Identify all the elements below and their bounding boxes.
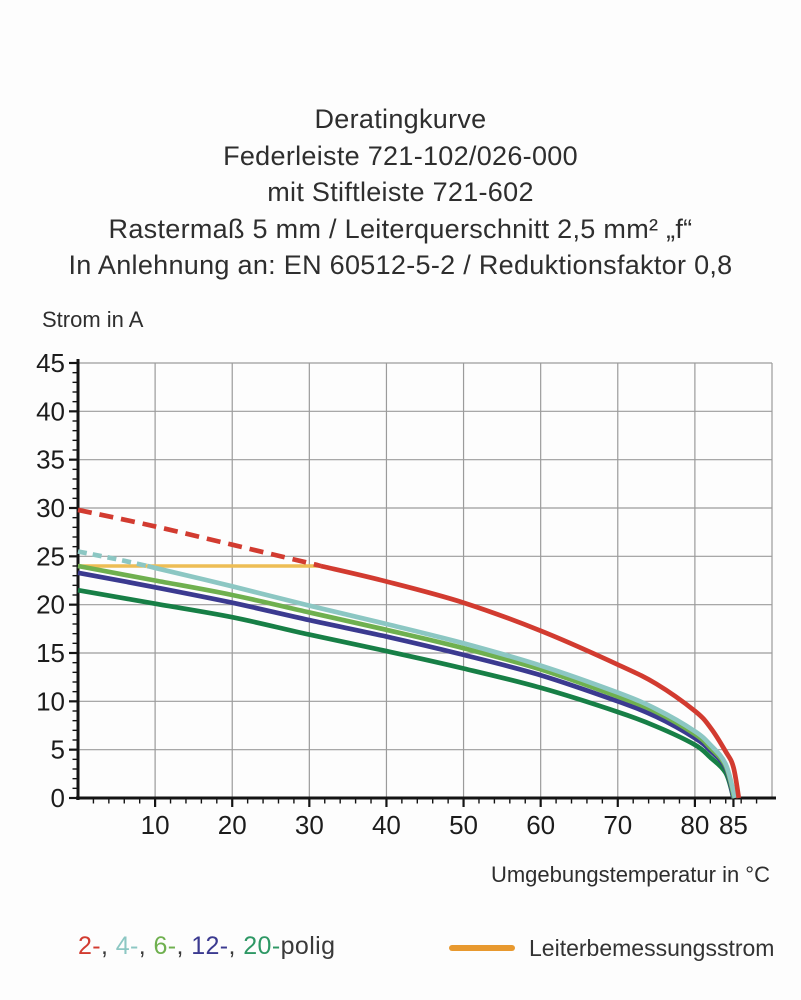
rated-current-label: Leiterbemessungsstrom bbox=[529, 934, 775, 961]
y-tick-label: 5 bbox=[51, 735, 65, 765]
legend-pole-label: 4- bbox=[115, 932, 139, 960]
legend-poles: 2-, 4-, 6-, 12-, 20-polig bbox=[78, 932, 335, 961]
y-tick-label: 40 bbox=[36, 396, 65, 426]
x-tick-label: 60 bbox=[526, 810, 555, 840]
y-tick-label: 0 bbox=[51, 783, 65, 813]
y-tick-label: 25 bbox=[36, 541, 65, 571]
y-tick-label: 15 bbox=[36, 638, 65, 668]
y-tick-label: 30 bbox=[36, 493, 65, 523]
legend-pole-label: 20- bbox=[243, 932, 281, 960]
legend-pole-label: 12- bbox=[191, 932, 229, 960]
chart-title-block: Deratingkurve Federleiste 721-102/026-00… bbox=[0, 101, 801, 284]
y-axis-label: Strom in A bbox=[42, 307, 144, 332]
x-tick-label: 40 bbox=[372, 810, 401, 840]
y-tick-label: 10 bbox=[36, 686, 65, 716]
title-line-4: Rastermaß 5 mm / Leiterquerschnitt 2,5 m… bbox=[108, 213, 693, 244]
y-tick-label: 45 bbox=[36, 348, 65, 378]
curve-20-polig bbox=[77, 587, 736, 799]
legend-rated: Leiterbemessungsstrom bbox=[449, 932, 774, 964]
legend-separator: , bbox=[101, 932, 116, 960]
x-tick-label: 30 bbox=[295, 810, 324, 840]
y-tick-label: 20 bbox=[36, 590, 65, 620]
curve-4-polig-dashed bbox=[77, 549, 148, 569]
curve-2-polig-dashed bbox=[77, 507, 322, 569]
x-tick-label: 20 bbox=[218, 810, 247, 840]
x-tick-label: 70 bbox=[603, 810, 632, 840]
title-line-5: In Anlehnung an: EN 60512-5-2 / Reduktio… bbox=[68, 250, 733, 280]
legend-separator: , bbox=[138, 932, 154, 960]
legend-pole-label: 2- bbox=[78, 932, 102, 960]
curve-2-polig bbox=[320, 563, 742, 799]
legend-pole-label: 6- bbox=[153, 932, 177, 960]
legend-poles-suffix: polig bbox=[280, 932, 336, 960]
x-tick-label: 80 bbox=[680, 810, 709, 840]
x-tick-label: 50 bbox=[449, 810, 478, 840]
x-tick-label: 10 bbox=[141, 810, 170, 840]
x-axis-label: Umgebungstemperatur in °C bbox=[490, 862, 770, 887]
y-tick-label: 35 bbox=[36, 445, 65, 475]
curve-4-polig bbox=[144, 563, 738, 799]
legend-separator: , bbox=[176, 932, 192, 960]
rated-current-line-swatch bbox=[449, 945, 515, 951]
title-line-1: Deratingkurve bbox=[314, 104, 487, 134]
legend-separator: , bbox=[228, 932, 244, 960]
x-tick-label: 85 bbox=[719, 810, 748, 840]
title-line-3: mit Stiftleiste 721-602 bbox=[267, 177, 534, 207]
curve-6-polig bbox=[77, 563, 737, 799]
title-line-2: Federleiste 721-102/026-000 bbox=[223, 140, 578, 171]
